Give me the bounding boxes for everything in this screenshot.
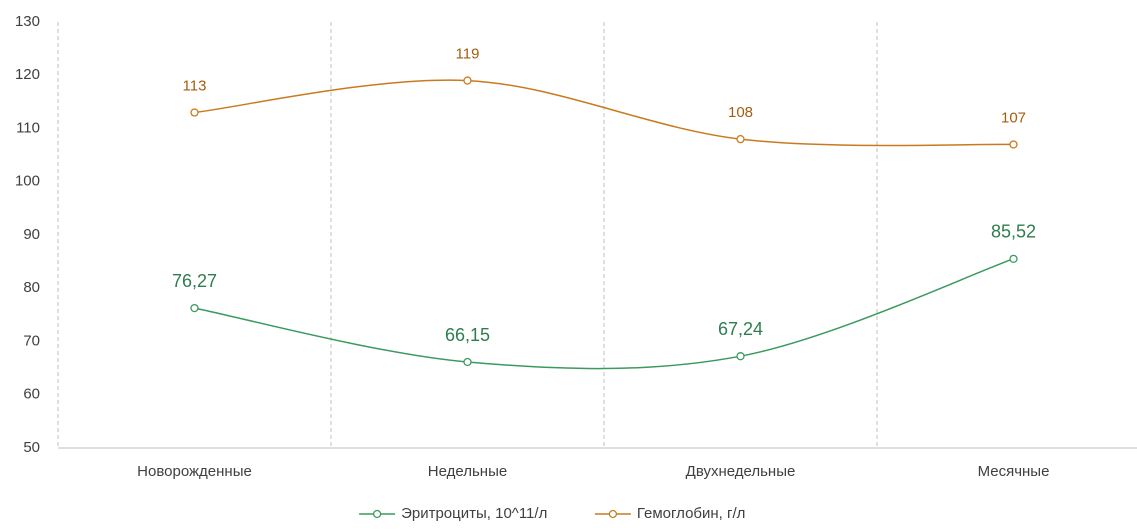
data-point [736, 134, 745, 144]
x-tick-label: Новорожденные [137, 463, 252, 480]
x-tick-label: Месячные [978, 463, 1050, 480]
data-label: 119 [456, 46, 480, 63]
series-line [194, 258, 1014, 370]
legend-label: Эритроциты, 10^11/л [401, 505, 547, 522]
y-tick-label: 60 [23, 386, 40, 403]
data-point [463, 357, 472, 367]
data-label: 67,24 [718, 319, 763, 339]
x-tick-label: Двухнедельные [686, 463, 796, 480]
data-label: 113 [183, 77, 207, 94]
data-label: 76,27 [172, 271, 217, 291]
y-tick-label: 110 [16, 119, 40, 136]
y-tick-label: 130 [15, 13, 40, 30]
legend-marker [372, 509, 382, 519]
series-line [194, 79, 1014, 147]
data-label: 108 [728, 104, 753, 121]
y-tick-label: 100 [15, 173, 40, 190]
data-point [736, 352, 745, 361]
data-label: 66,15 [445, 325, 490, 345]
y-tick-label: 70 [23, 332, 40, 349]
x-tick-label: Недельные [428, 463, 507, 480]
y-tick-label: 50 [23, 439, 40, 456]
data-point [1009, 254, 1018, 264]
data-point [463, 76, 472, 85]
legend-label: Гемоглобин, г/л [637, 505, 746, 522]
data-point [190, 303, 199, 313]
data-point [1009, 140, 1018, 149]
y-tick-label: 90 [23, 226, 40, 243]
data-label: 85,52 [991, 222, 1036, 242]
data-label: 107 [1001, 109, 1026, 126]
data-point [190, 108, 199, 117]
legend-marker [608, 509, 618, 519]
y-tick-label: 120 [15, 66, 40, 83]
y-tick-label: 80 [23, 279, 40, 296]
